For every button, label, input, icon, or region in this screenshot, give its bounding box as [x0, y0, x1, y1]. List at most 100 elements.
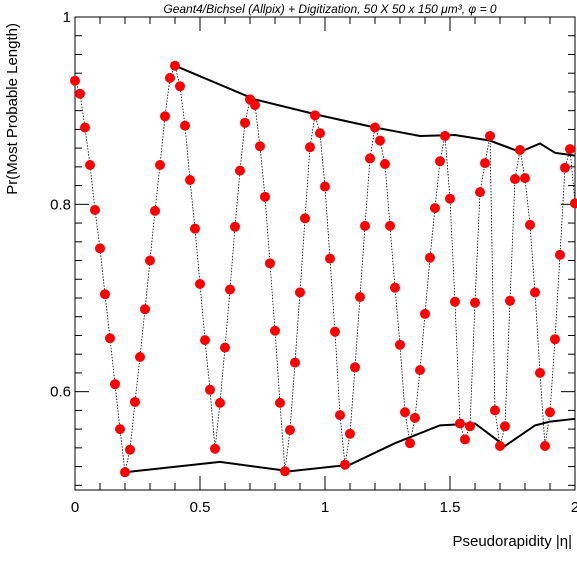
data-point — [90, 204, 100, 215]
data-point — [430, 203, 440, 214]
data-point — [320, 181, 330, 192]
data-point — [165, 72, 175, 83]
data-point — [465, 421, 475, 432]
data-point — [175, 81, 185, 92]
data-point — [370, 122, 380, 133]
data-point — [470, 297, 480, 308]
data-point — [250, 100, 260, 111]
data-point — [445, 193, 455, 204]
data-point — [425, 252, 435, 263]
y-tick-label: 1 — [63, 9, 71, 26]
data-point — [375, 135, 385, 146]
data-point — [505, 295, 515, 306]
data-point — [185, 174, 195, 185]
data-point — [230, 221, 240, 232]
plot-frame — [74, 16, 576, 491]
data-point — [360, 220, 370, 231]
data-point — [270, 325, 280, 336]
data-point — [550, 334, 560, 345]
data-point — [415, 365, 425, 376]
series-connector-line — [74, 64, 576, 473]
data-point — [215, 397, 225, 408]
data-point — [405, 438, 415, 449]
data-point — [530, 287, 540, 298]
data-point — [150, 205, 160, 216]
data-point — [365, 153, 375, 164]
data-point — [545, 407, 555, 418]
data-point — [255, 141, 265, 152]
data-point — [440, 130, 450, 141]
data-point — [275, 397, 285, 408]
x-tick-label: 0.5 — [190, 499, 211, 516]
data-point — [115, 424, 125, 435]
data-point — [315, 128, 325, 139]
data-point — [310, 110, 320, 121]
data-point — [240, 117, 250, 128]
data-point — [515, 145, 525, 156]
data-point — [330, 326, 340, 337]
data-point — [85, 159, 95, 170]
data-point — [390, 282, 400, 293]
data-point — [80, 122, 90, 133]
data-point — [285, 425, 295, 436]
data-point — [345, 428, 355, 439]
data-point — [105, 333, 115, 344]
lower-envelope-line — [124, 417, 576, 474]
data-point — [335, 410, 345, 421]
data-point — [400, 407, 410, 418]
data-point — [520, 173, 530, 184]
x-axis-label: Pseudorapidity |η| — [452, 533, 572, 550]
x-tick-label: 0 — [71, 499, 79, 516]
data-point — [420, 308, 430, 319]
data-point — [290, 357, 300, 368]
y-axis-label: Pr(Most Probable Length) — [4, 23, 21, 195]
data-point — [300, 213, 310, 224]
data-point — [70, 75, 80, 86]
data-point — [495, 440, 505, 451]
data-point — [410, 412, 420, 423]
data-point — [460, 434, 470, 445]
data-point — [490, 405, 500, 416]
data-point — [180, 120, 190, 131]
data-point — [210, 443, 220, 454]
data-point — [385, 220, 395, 231]
data-point — [570, 198, 577, 209]
data-point — [95, 243, 105, 254]
data-point — [190, 223, 200, 234]
data-point — [555, 249, 565, 260]
y-tick-label: 0.6 — [50, 384, 71, 401]
data-point — [455, 418, 465, 429]
data-point — [120, 467, 130, 478]
data-point — [510, 174, 520, 185]
data-point — [205, 384, 215, 395]
upper-envelope-line — [174, 64, 576, 157]
plot-area: 0 0.5 1 1.5 2 0.6 0.8 1 — [50, 9, 577, 516]
data-point — [540, 440, 550, 451]
data-point — [435, 156, 445, 167]
data-point — [500, 421, 510, 432]
data-point — [380, 159, 390, 170]
data-point — [170, 60, 180, 71]
data-point — [340, 459, 350, 470]
data-point — [140, 304, 150, 315]
data-point — [395, 339, 405, 350]
data-point — [305, 142, 315, 153]
data-point — [560, 162, 570, 173]
x-tick-label: 2 — [571, 499, 577, 516]
data-point — [525, 219, 535, 230]
data-point — [535, 367, 545, 378]
data-point — [200, 335, 210, 346]
data-point — [145, 255, 155, 266]
data-point — [350, 362, 360, 373]
data-point — [355, 292, 365, 303]
y-tick-label: 0.8 — [50, 196, 71, 213]
data-point — [135, 351, 145, 362]
data-point — [220, 342, 230, 353]
chart-title: Geant4/Bichsel (Allpix) + Digitization, … — [163, 2, 497, 16]
data-point — [475, 187, 485, 198]
data-point — [110, 379, 120, 390]
x-tick-label: 1.5 — [440, 499, 461, 516]
data-point — [565, 144, 575, 155]
data-point — [295, 287, 305, 298]
